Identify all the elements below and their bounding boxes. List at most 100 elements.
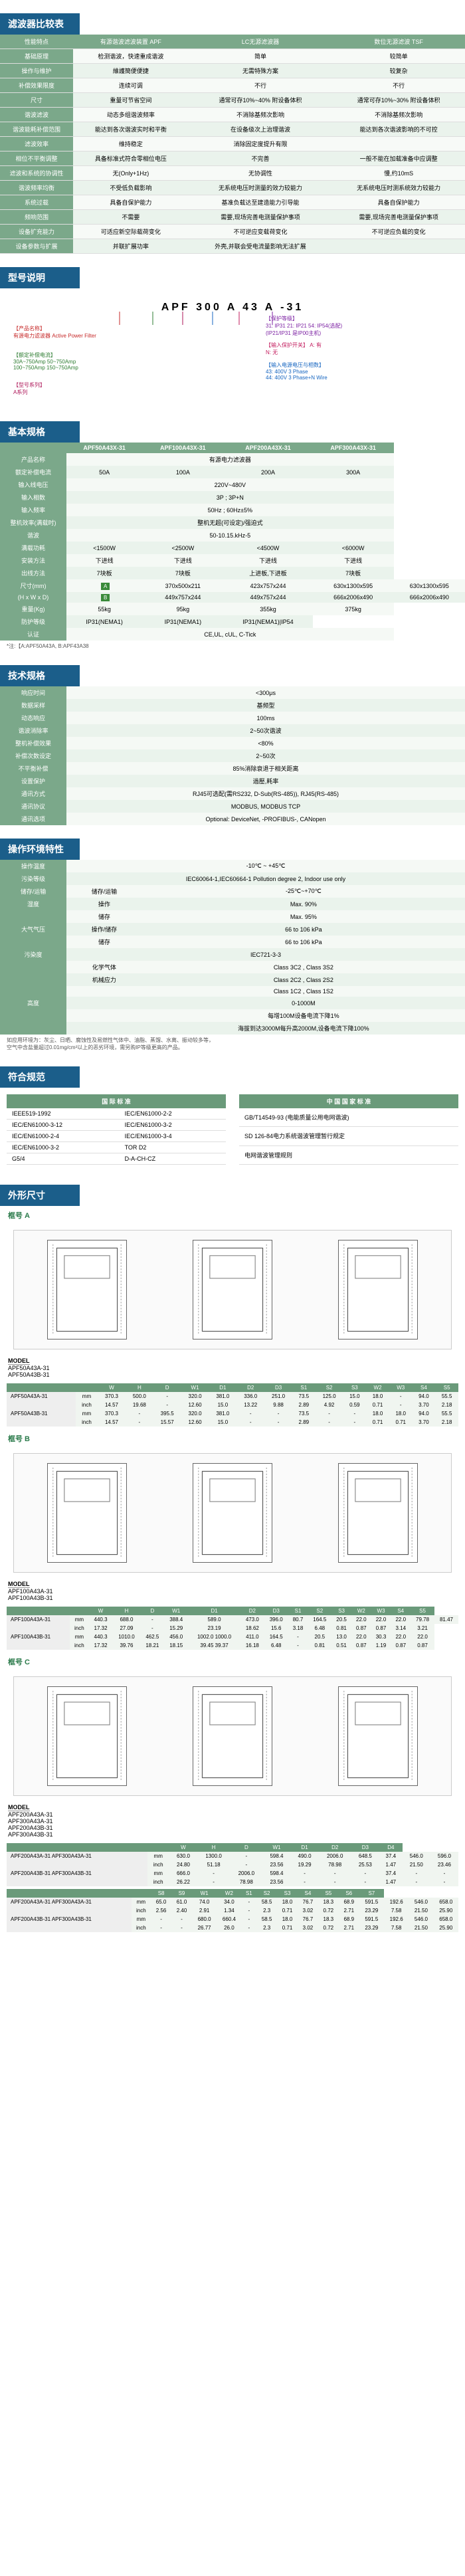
dim-cell: 688.0 [112,1615,140,1624]
dim-cell: - [151,1924,171,1932]
dim-cell: 15.29 [164,1624,188,1633]
dim-cell: 0.71 [366,1401,389,1409]
model-explain-title: 型号说明 [0,267,80,288]
cmp-cell: 需要,现场完善电测量保护事项 [332,210,465,225]
dim-cell [7,1418,76,1427]
dimensions-title: 外形尺寸 [0,1185,80,1206]
dim-cell: 591.5 [359,1915,384,1924]
bs-cell: 3P ; 3P+N [66,491,394,504]
cmp-cell: 不完善 [189,151,332,166]
dim-cell: - [389,1401,413,1409]
dim-cell: 22.0 [351,1633,371,1641]
dim-cell: 74.0 [192,1898,217,1906]
dim-cell: 94.0 [413,1392,436,1401]
standards-block: 国 际 标 准 IEEE519-1992IEC/EN61000-2-2IEC/E… [0,1088,465,1171]
cmp-cell: 无系统电压时测系统效力较能力 [332,181,465,195]
env-cell: -25℃~+70℃ [142,885,465,898]
bs-cell: 423x757x244 [223,579,312,592]
model-legend: 【型号系列】A系列 [13,381,45,396]
bs-row-label: 尺寸(mm) [0,579,66,592]
dim-cell: 34.0 [217,1898,241,1906]
std-cell: IEEE519-1992 [7,1108,120,1120]
dim-col: H [197,1843,230,1852]
dim-cell: - [230,1860,262,1869]
dim-cell: 27.09 [112,1624,140,1633]
ts-cell: 2~50次 [66,749,465,762]
dim-cell: 648.5 [351,1852,379,1860]
dim-col: D1 [291,1843,319,1852]
dim-cell: 55.5 [435,1392,458,1401]
bs-cell: 100A [142,466,223,478]
dim-col: S4 [413,1383,436,1392]
cmp-cell [332,137,465,151]
dim-cell: - [403,1869,430,1878]
dimension-drawing [13,1676,452,1796]
dim-col: S4 [391,1607,411,1615]
dim-col: S2 [316,1383,343,1392]
ts-cell: <80% [66,737,465,749]
ts-row-label: 通讯方式 [0,787,66,800]
dim-cell: 192.6 [384,1898,409,1906]
dimension-drawing [13,1453,452,1573]
dim-cell: 58.5 [256,1898,277,1906]
dim-cell: - [242,1898,257,1906]
dim-cell: 2.91 [192,1906,217,1915]
dimension-drawing [13,1230,452,1349]
dim-col: D3 [351,1843,379,1852]
comparison-title: 滤波器比较表 [0,13,80,35]
dim-cell: 94.0 [413,1409,436,1418]
cmp-cell: 外壳,并联会受电流量影响无法扩展 [189,239,332,254]
env-row-label [0,1022,66,1035]
dim-cell: 320.0 [181,1392,209,1401]
dim-cell: 6.48 [308,1624,331,1633]
env-row-label: 污染等级 [0,872,66,885]
env-cell: 0-1000M [142,997,465,1009]
dim-col: S3 [331,1607,351,1615]
cmp-row-label: 尺寸 [0,93,73,108]
bs-row-label: 整机效率(满载时) [0,516,66,529]
ts-row-label: 不平衡补偿 [0,762,66,775]
dim-cell: 25.53 [351,1860,379,1869]
dim-cell: 58.5 [256,1915,277,1924]
dim-cell: - [242,1906,257,1915]
ts-cell: 過壓,耗率 [66,775,465,787]
dim-cell: mm [70,1633,89,1641]
cmp-row-label: 设备扩充能力 [0,225,73,239]
dim-cell: 473.0 [240,1615,264,1624]
dim-cell: 3.02 [298,1924,318,1932]
dim-cell: APF50A43A-31 [7,1392,76,1401]
dim-cell: 73.5 [292,1392,316,1401]
dim-cell: 630.0 [169,1852,197,1860]
bs-cell: 370x500x211 [142,579,223,592]
dim-col: W1 [181,1383,209,1392]
dim-cell: 411.0 [240,1633,264,1641]
dim-cell: 2.40 [171,1906,192,1915]
dim-cell: 21.50 [409,1906,433,1915]
dim-cell: 9.88 [264,1401,292,1409]
dim-col: W2 [217,1889,241,1898]
dim-cell: 1010.0 [112,1633,140,1641]
cmp-row-label: 频响范围 [0,210,73,225]
dim-cell: 20.5 [308,1633,331,1641]
cmp-row-label: 设备参数与扩展 [0,239,73,254]
dim-cell: 7.58 [384,1906,409,1915]
basic-spec-title: 基本规格 [0,421,80,443]
dim-cell: 55.5 [435,1409,458,1418]
dim-cell: - [430,1878,458,1886]
basic-spec-table: APF50A43X-31APF100A43X-31APF200A43X-31AP… [0,443,465,641]
cmp-cell: 不受低负载影响 [73,181,189,195]
env-row-label [0,973,66,986]
cmp-cell [332,239,465,254]
dim-cell: APF200A43B-31 APF300A43B-31 [7,1915,132,1924]
std-cell: IEC/EN61000-3-4 [120,1131,226,1142]
env-cell: 66 to 106 kPa [142,936,465,948]
dim-cell [7,1401,76,1409]
model-legend: 【输入电源电压与相数】43: 400V 3 Phase44: 400V 3 Ph… [266,361,327,381]
dim-table: S8S9W1W2S1S2S3S4S5S6S7APF200A43A-31 APF3… [7,1889,458,1932]
dim-cell: 18.21 [140,1641,164,1650]
frame-label: 框号 A [0,1206,465,1225]
drawing-view [47,1686,127,1786]
dim-cell: - [126,1418,153,1427]
cmp-row-label: 相位不平衡调整 [0,151,73,166]
dim-cell: 21.50 [403,1860,430,1869]
